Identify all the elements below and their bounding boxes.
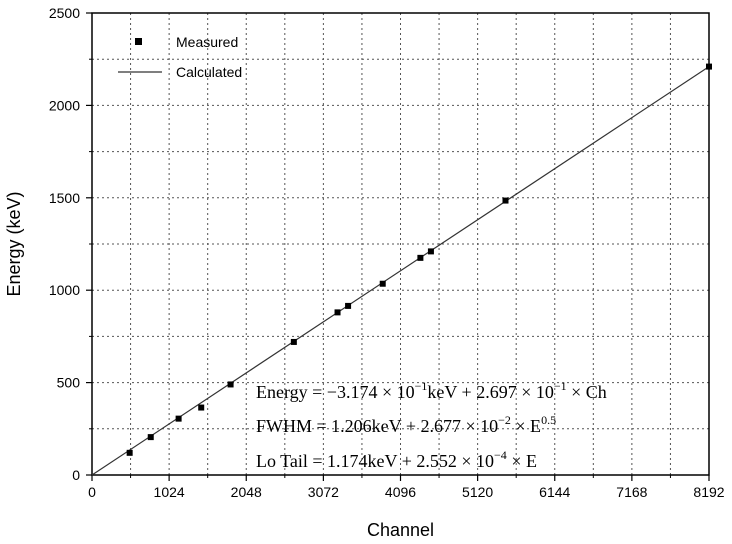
measured-point [198, 404, 205, 411]
measured-point [417, 254, 424, 261]
measured-point [345, 302, 352, 309]
x-tick-label: 4096 [385, 484, 416, 500]
axis-ticks [86, 12, 710, 481]
x-axis-title: Channel [367, 520, 434, 540]
x-tick-label: 0 [88, 484, 96, 500]
tick-labels: 0 1024 2048 3072 4096 5120 6144 7168 8192 0 500 100… [49, 5, 725, 500]
legend-marker-measured [135, 38, 142, 45]
x-tick-label: 7168 [616, 484, 647, 500]
x-tick-label: 5120 [462, 484, 493, 500]
y-tick-label: 2000 [49, 97, 80, 113]
measured-point [175, 415, 182, 422]
measured-point [227, 381, 234, 388]
y-tick-label: 2500 [49, 5, 80, 21]
x-tick-label: 1024 [154, 484, 185, 500]
x-tick-label: 3072 [308, 484, 339, 500]
measured-point [290, 338, 297, 345]
measured-point [126, 449, 133, 456]
measured-point [706, 63, 712, 70]
grid-lines [92, 13, 709, 475]
x-tick-label: 8192 [693, 484, 724, 500]
y-axis-title: Energy (keV) [4, 191, 24, 296]
equation-line: FWHM = 1.206keV + 2.677 × 10−2​ × E0.5​ [256, 413, 556, 436]
legend: Measured Calculated [118, 34, 242, 80]
equation-line: Lo Tail = 1.174keV + 2.552 × 10−4​ × E [256, 448, 537, 471]
measured-point [502, 197, 509, 204]
equation-line: Energy = −3.174 × 10−1​keV + 2.697 × 10−… [256, 379, 607, 402]
measured-point [379, 280, 386, 287]
equation-annotations: Energy = −3.174 × 10−1​keV + 2.697 × 10−… [256, 379, 607, 471]
x-tick-label: 2048 [231, 484, 262, 500]
legend-label-measured: Measured [176, 34, 238, 50]
calculated-line [91, 66, 710, 476]
legend-label-calculated: Calculated [176, 64, 242, 80]
measured-point [334, 309, 341, 316]
x-tick-label: 6144 [539, 484, 570, 500]
measured-point [427, 248, 434, 255]
y-tick-label: 1500 [49, 190, 80, 206]
data-series [91, 63, 712, 476]
measured-point [147, 434, 154, 441]
y-tick-label: 500 [57, 375, 81, 391]
y-tick-label: 0 [72, 467, 80, 483]
y-tick-label: 1000 [49, 282, 80, 298]
